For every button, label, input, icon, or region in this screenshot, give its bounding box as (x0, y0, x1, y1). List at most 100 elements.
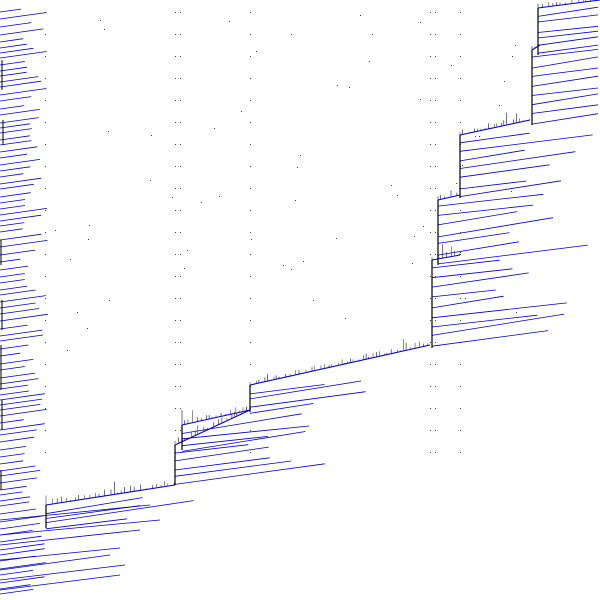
left-trace (0, 470, 40, 476)
left-trace (0, 461, 23, 464)
left-trace (0, 454, 25, 457)
step-trace (182, 432, 305, 452)
scatter-dot (303, 261, 304, 262)
column-marker-dot (460, 122, 461, 123)
left-trace (0, 420, 24, 423)
step-trace (46, 519, 127, 529)
scatter-dot (108, 131, 109, 132)
column-marker-dot (435, 452, 436, 453)
column-marker-dot (460, 430, 461, 431)
left-trace (0, 280, 25, 284)
column-marker-dot (250, 452, 251, 453)
step-trace (432, 260, 500, 268)
column-marker-dot (45, 276, 46, 277)
vertical-stems (1, 8, 538, 528)
step-trace (460, 133, 530, 143)
column-marker-dot (45, 408, 46, 409)
scatter-dot (89, 225, 90, 226)
scatter-dot (297, 167, 298, 168)
scatter-dot (291, 34, 292, 35)
column-marker-dot (250, 298, 251, 299)
scatter-dot (420, 22, 421, 23)
scatter-dot (67, 350, 68, 351)
scatter-dot (283, 265, 284, 266)
column-marker-dot (430, 430, 431, 431)
column-marker-dot (45, 188, 46, 189)
scatter-dot (337, 85, 338, 86)
column-marker-dot (430, 452, 431, 453)
step-trace (532, 49, 598, 57)
left-trace (0, 570, 33, 575)
left-trace (0, 39, 23, 42)
column-marker-dot (175, 276, 176, 277)
left-trace (0, 97, 31, 101)
scatter-dot (349, 87, 350, 88)
column-marker-dot (45, 386, 46, 387)
scatter-dot (475, 136, 476, 137)
column-marker-dot (435, 122, 436, 123)
column-marker-dot (430, 232, 431, 233)
scatter-dot (397, 195, 398, 196)
scatter-dot (504, 81, 505, 82)
left-trace (0, 159, 40, 165)
column-marker-dot (430, 166, 431, 167)
step-trace (250, 381, 361, 399)
column-marker-dot (45, 430, 46, 431)
scatter-dot (456, 183, 457, 184)
scatter-dot (412, 263, 413, 264)
left-trace (0, 13, 47, 20)
column-marker-dot (430, 78, 431, 79)
scatter-dot (345, 318, 346, 319)
left-trace (0, 274, 25, 278)
left-trace (0, 309, 39, 315)
left-trace (0, 29, 43, 35)
step-trace (175, 458, 270, 470)
step-trace (432, 269, 512, 278)
column-marker-dot (460, 364, 461, 365)
scatter-dot (70, 259, 71, 260)
left-trace (0, 223, 24, 226)
left-trace (0, 502, 29, 506)
left-trace (0, 314, 48, 321)
left-trace (0, 394, 45, 400)
step-trace (175, 447, 269, 461)
column-marker-dot (250, 100, 251, 101)
column-marker-dot (250, 34, 251, 35)
column-marker-dot (430, 342, 431, 343)
envelope-trace (46, 485, 175, 505)
left-trace (0, 259, 20, 262)
scatter-dot (201, 202, 202, 203)
column-marker-dot (430, 122, 431, 123)
column-marker-dot (430, 56, 431, 57)
column-marker-dot (435, 34, 436, 35)
column-marker-dot (45, 364, 46, 365)
column-marker-dot (175, 56, 176, 57)
left-trace (0, 509, 36, 514)
left-trace (0, 399, 42, 405)
column-marker-dot (250, 122, 251, 123)
column-marker-dot (460, 408, 461, 409)
column-marker-dot (180, 56, 181, 57)
column-marker-dot (45, 56, 46, 57)
column-marker-dot (180, 188, 181, 189)
left-trace (0, 129, 32, 133)
scatter-dot (511, 191, 512, 192)
envelope-trace (438, 195, 460, 200)
scatter-dot (451, 65, 452, 66)
left-trace (0, 367, 25, 371)
left-trace (0, 62, 25, 66)
column-marker-dot (180, 276, 181, 277)
column-marker-dot (175, 364, 176, 365)
left-trace (0, 208, 47, 215)
column-marker-dot (175, 254, 176, 255)
column-marker-dot (435, 408, 436, 409)
column-marker-dot (430, 364, 431, 365)
scatter-dot (77, 312, 78, 313)
column-marker-dot (175, 12, 176, 13)
column-marker-dot (250, 276, 251, 277)
column-marker-dot (435, 166, 436, 167)
left-trace (0, 52, 47, 59)
step-trace (460, 152, 575, 169)
scatter-dot (423, 226, 424, 227)
scatter-dot (241, 111, 242, 112)
